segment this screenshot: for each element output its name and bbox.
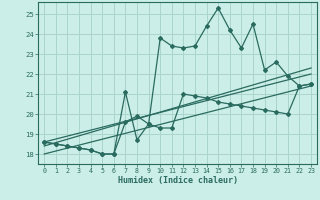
X-axis label: Humidex (Indice chaleur): Humidex (Indice chaleur) <box>118 176 238 185</box>
